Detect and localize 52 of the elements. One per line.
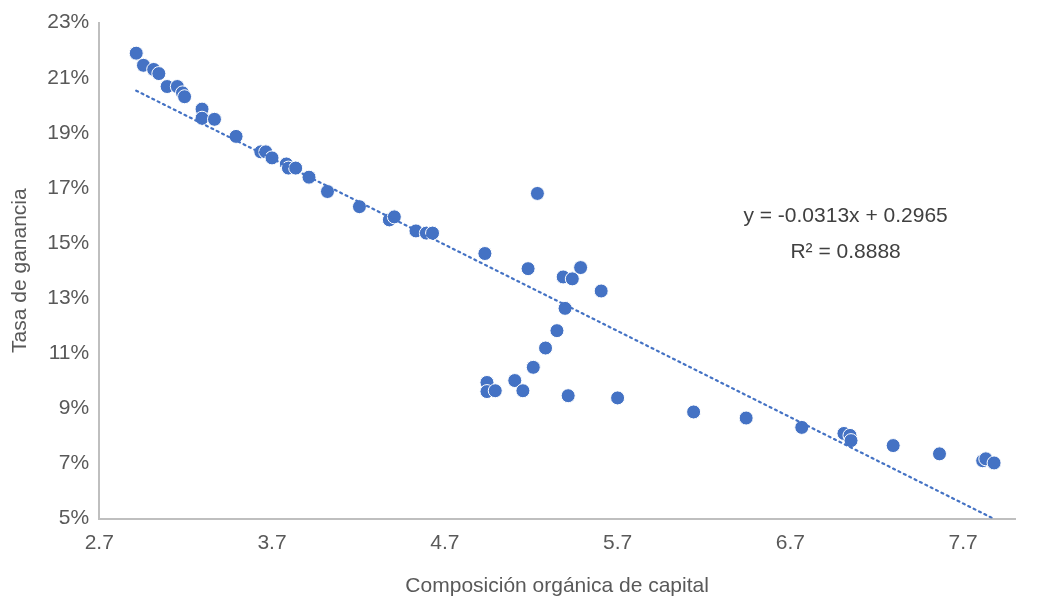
point <box>151 66 167 82</box>
point <box>560 388 576 404</box>
point <box>319 184 335 200</box>
point <box>206 111 222 127</box>
point <box>931 446 947 462</box>
point <box>564 271 580 287</box>
point <box>794 419 810 435</box>
point <box>986 455 1002 471</box>
x-tick-label: 5.7 <box>602 530 633 553</box>
y-tick-label: 21% <box>47 64 90 88</box>
y-tick-label: 13% <box>47 284 90 308</box>
x-tick-label: 6.7 <box>775 530 805 553</box>
point <box>529 185 545 201</box>
x-axis-title: Composición orgánica de capital <box>405 573 709 597</box>
point <box>425 225 441 241</box>
point <box>288 160 304 176</box>
point <box>507 373 523 389</box>
point <box>610 390 626 406</box>
x-tick-label: 7.7 <box>948 530 978 553</box>
x-tick-label: 4.7 <box>430 530 460 553</box>
y-axis-title: Tasa de ganancia <box>7 187 31 353</box>
point <box>128 45 144 61</box>
y-tick-label: 19% <box>47 119 90 143</box>
point <box>515 383 531 399</box>
point <box>686 404 702 420</box>
point <box>477 246 493 262</box>
x-tick-label: 3.7 <box>257 530 287 553</box>
point <box>538 340 554 356</box>
y-tick-label: 15% <box>47 229 90 253</box>
point <box>885 438 901 454</box>
point <box>228 128 244 144</box>
annotation: R² = 0.8888 <box>790 239 901 263</box>
point <box>525 359 541 375</box>
y-tick-label: 5% <box>58 505 90 529</box>
point <box>738 410 754 426</box>
point <box>549 323 565 339</box>
y-tick-label: 7% <box>58 450 90 474</box>
point <box>843 433 859 449</box>
point <box>557 300 573 316</box>
point <box>593 283 609 299</box>
y-tick-label: 9% <box>58 395 90 419</box>
point <box>351 199 367 215</box>
y-tick-label: 23% <box>47 9 90 33</box>
point <box>573 260 589 276</box>
x-tick-label: 2.7 <box>84 530 114 553</box>
annotation: y = -0.0313x + 0.2965 <box>743 202 948 226</box>
point <box>386 209 402 225</box>
y-tick-label: 11% <box>48 340 90 364</box>
point <box>520 261 536 277</box>
point <box>177 89 193 105</box>
point <box>487 383 503 399</box>
y-tick-label: 17% <box>47 174 90 198</box>
